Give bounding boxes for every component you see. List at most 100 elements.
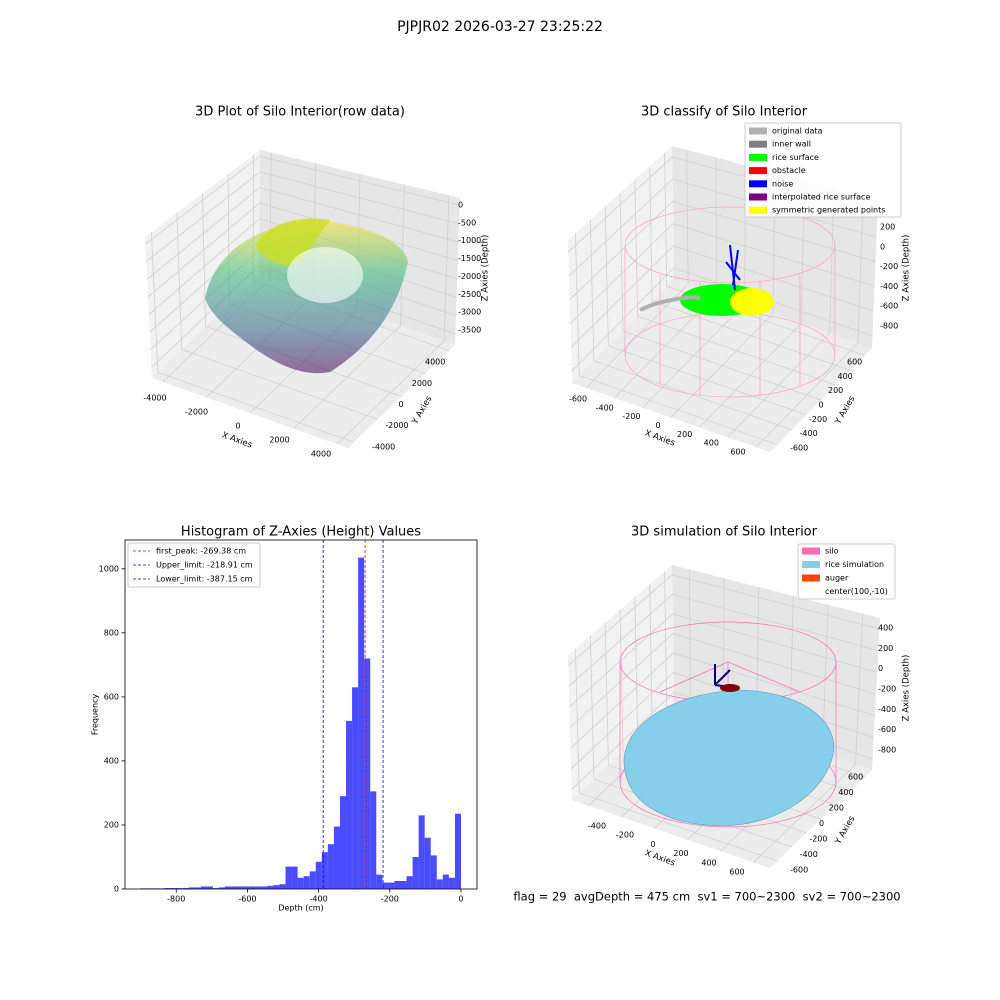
axis-label: Z Axies (Depth): [481, 235, 491, 302]
z-tick-label: -200: [880, 262, 898, 271]
legend-label: rice simulation: [825, 560, 884, 569]
bar: [424, 837, 431, 889]
x-tick-label: 0: [458, 895, 463, 904]
x-tick-label: -600: [238, 895, 256, 904]
grid-line: [575, 648, 778, 862]
original-data: [639, 295, 701, 312]
legend-swatch: [749, 206, 767, 214]
bar: [321, 852, 328, 889]
grid-line: [336, 195, 450, 445]
legend-label: silo: [825, 547, 839, 556]
y-tick-label: 400: [838, 372, 853, 381]
grid-line: [569, 613, 878, 708]
grid-line: [649, 166, 851, 371]
y-tick-label: 200: [828, 386, 843, 395]
grid-line: [146, 187, 459, 280]
bar: [188, 887, 195, 889]
bar: [430, 855, 437, 889]
y-tick-label: 0: [114, 885, 119, 894]
legend-swatch: [749, 127, 767, 135]
y-tick-label: -600: [790, 444, 808, 453]
axis-label: Y Axies: [833, 394, 858, 427]
symmetric-points: [730, 288, 774, 316]
bar: [291, 866, 298, 889]
legend-label: symmetric generated points: [772, 206, 885, 215]
decoration: [205, 206, 837, 828]
y-axis-label: Frequency: [91, 694, 100, 736]
grid-line: [569, 200, 876, 300]
grid-line: [753, 613, 864, 863]
z-tick-label: -1000: [458, 236, 481, 245]
bar: [376, 874, 383, 889]
y-tick-label: -400: [800, 850, 818, 859]
bar: [267, 885, 274, 889]
x-tick-label: 400: [701, 858, 716, 867]
legend-swatch: [749, 140, 767, 148]
legend-swatch: [749, 180, 767, 188]
z-tick-label: -400: [878, 705, 896, 714]
x-tick-label: -600: [569, 395, 587, 404]
bar: [436, 879, 443, 889]
grid-line: [575, 233, 778, 445]
bar: [418, 815, 425, 889]
legend-box: [744, 122, 902, 218]
y-tick-label: -400: [800, 429, 818, 438]
legend-swatch: [749, 193, 767, 201]
bar: [170, 888, 177, 889]
bar: [454, 813, 461, 889]
bar: [182, 888, 189, 889]
axis-label: Y Axies: [833, 814, 858, 847]
y-tick-label: 2000: [412, 379, 432, 388]
axis-label: X Axies: [643, 428, 676, 448]
y-tick-label: 600: [847, 357, 862, 366]
legend-label: first_peak: -269.38 cm: [156, 547, 246, 556]
grid-line: [604, 206, 807, 416]
auger: [720, 684, 740, 692]
bar: [231, 886, 238, 889]
legend-box: [127, 542, 261, 588]
chart-title: 3D simulation of Silo Interior: [631, 525, 818, 540]
status-footer: flag = 29 avgDepth = 475 cm sv1 = 700~23…: [513, 890, 900, 904]
bar: [176, 888, 183, 889]
x-tick-label: 0: [235, 422, 240, 431]
bar: [303, 876, 310, 889]
y-tick-label: 0: [399, 400, 404, 409]
grid-line: [664, 152, 865, 356]
bar: [212, 888, 219, 889]
x-tick-label: 200: [673, 849, 688, 858]
z-tick-label: -2000: [458, 272, 481, 281]
z-tick-label: -2500: [458, 290, 481, 299]
bar: [315, 861, 322, 889]
axis-label: Y Axies: [410, 394, 435, 427]
bar: [279, 884, 286, 889]
grid-line: [568, 178, 877, 277]
grid-line: [176, 212, 378, 420]
noise: [725, 244, 741, 291]
point-cloud: [255, 218, 330, 266]
bar: [261, 886, 268, 889]
bar: [370, 791, 377, 889]
bar: [333, 826, 340, 889]
x-tick-label: 600: [730, 447, 745, 456]
x-tick-label: -400: [310, 895, 328, 904]
legend-label: center(100,-10): [825, 587, 888, 596]
cylinder: [624, 206, 836, 398]
bar: [249, 886, 256, 889]
z-tick-label: 0: [880, 242, 885, 251]
z-tick-label: -800: [878, 746, 896, 755]
legend-box: [797, 543, 896, 600]
axis-label: X Axies: [220, 430, 253, 450]
bar: [448, 877, 455, 889]
y-tick-label: -200: [809, 835, 827, 844]
grid-line: [634, 179, 836, 386]
z-tick-label: 200: [880, 223, 895, 232]
bar: [382, 882, 389, 889]
y-tick-label: -4000: [372, 442, 395, 451]
axis-label: X Axies: [643, 848, 676, 868]
x-tick-label: 600: [729, 868, 744, 877]
x-tick-label: 0: [650, 840, 655, 849]
figure-title: PJPJR02 2026-03-27 23:25:22: [397, 19, 603, 35]
x-tick-label: -400: [588, 822, 606, 831]
grid-line: [568, 574, 880, 666]
x-tick-label: 4000: [311, 450, 331, 459]
